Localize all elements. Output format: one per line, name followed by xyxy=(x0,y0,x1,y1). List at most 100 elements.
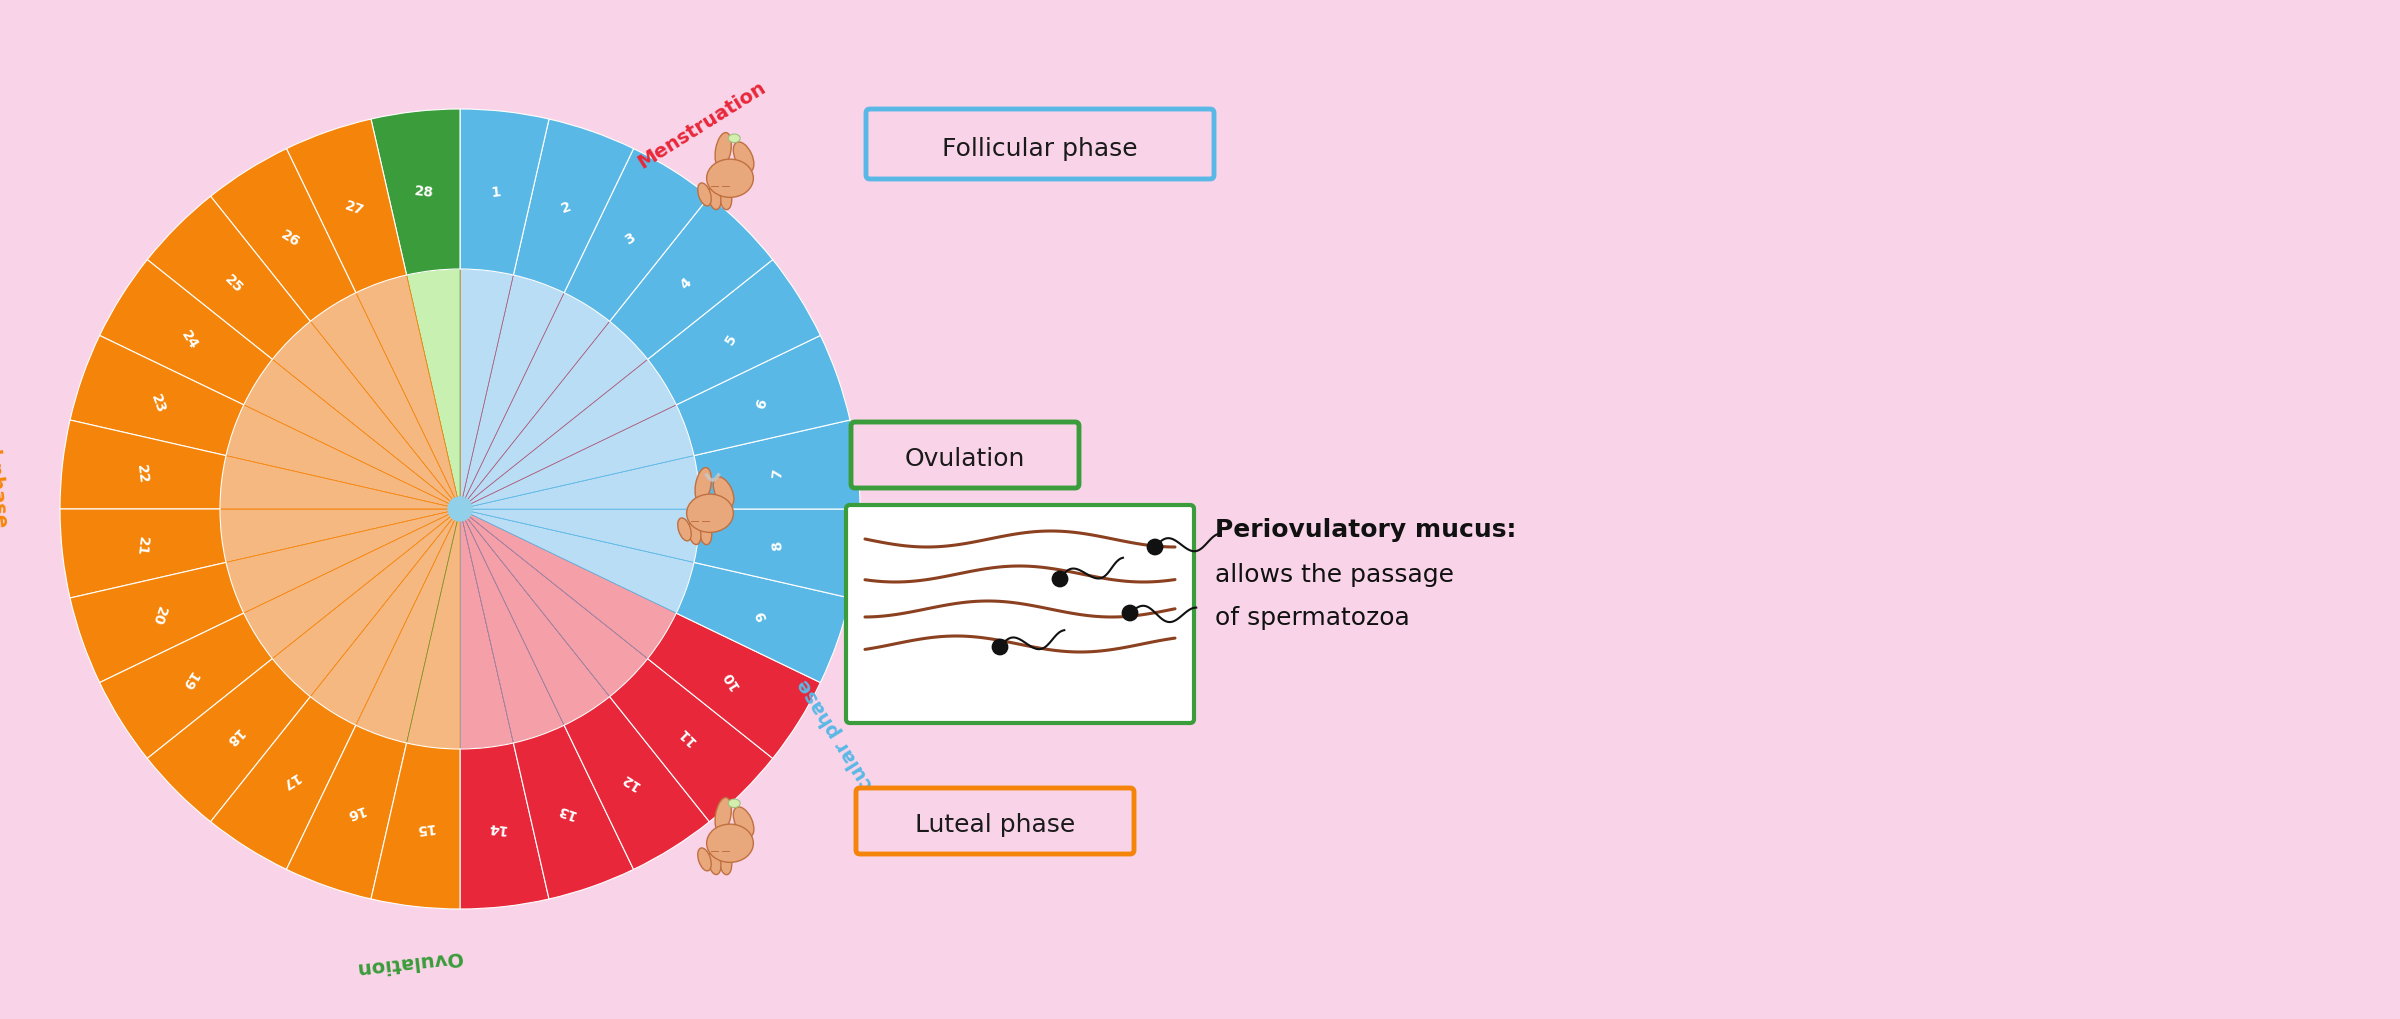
Wedge shape xyxy=(648,613,821,759)
Wedge shape xyxy=(461,406,694,510)
Wedge shape xyxy=(461,276,564,510)
Wedge shape xyxy=(461,510,701,562)
Text: 7: 7 xyxy=(770,468,785,479)
Wedge shape xyxy=(461,510,514,749)
Circle shape xyxy=(1147,540,1162,555)
Text: 6: 6 xyxy=(754,397,770,411)
Wedge shape xyxy=(461,322,648,510)
Ellipse shape xyxy=(715,133,732,169)
Ellipse shape xyxy=(677,519,691,541)
Text: 4: 4 xyxy=(677,275,694,291)
Text: 26: 26 xyxy=(278,227,302,250)
Wedge shape xyxy=(271,322,461,510)
Text: allows the passage: allows the passage xyxy=(1214,562,1454,586)
Wedge shape xyxy=(221,457,461,510)
Text: Ovulation: Ovulation xyxy=(905,446,1025,471)
Text: Ovulation: Ovulation xyxy=(355,946,463,976)
Text: 2: 2 xyxy=(559,200,574,216)
Wedge shape xyxy=(310,510,461,726)
Ellipse shape xyxy=(715,798,732,833)
Text: 16: 16 xyxy=(343,802,365,821)
Ellipse shape xyxy=(706,824,754,862)
Wedge shape xyxy=(146,659,310,822)
Ellipse shape xyxy=(706,160,754,198)
Wedge shape xyxy=(355,510,461,743)
Circle shape xyxy=(991,640,1008,655)
Ellipse shape xyxy=(701,522,713,545)
Text: 10: 10 xyxy=(720,667,742,692)
Circle shape xyxy=(449,497,473,522)
Wedge shape xyxy=(146,197,310,360)
Wedge shape xyxy=(514,120,634,293)
Wedge shape xyxy=(461,743,550,909)
Ellipse shape xyxy=(720,851,732,874)
Ellipse shape xyxy=(713,478,734,507)
Text: 13: 13 xyxy=(554,802,576,821)
Wedge shape xyxy=(60,510,226,598)
Wedge shape xyxy=(101,613,271,759)
Text: 23: 23 xyxy=(149,392,168,416)
Text: Follicular phase: Follicular phase xyxy=(794,675,902,832)
Text: 11: 11 xyxy=(674,723,698,747)
Wedge shape xyxy=(310,293,461,510)
Text: 5: 5 xyxy=(722,331,739,347)
Wedge shape xyxy=(271,510,461,697)
Ellipse shape xyxy=(696,468,710,503)
Ellipse shape xyxy=(698,183,710,207)
Wedge shape xyxy=(211,150,355,322)
Circle shape xyxy=(1123,605,1138,622)
Wedge shape xyxy=(226,406,461,510)
Text: Follicular phase: Follicular phase xyxy=(943,137,1138,161)
Ellipse shape xyxy=(686,494,734,533)
Text: 18: 18 xyxy=(221,723,245,747)
Wedge shape xyxy=(60,421,226,510)
Wedge shape xyxy=(677,336,850,457)
Ellipse shape xyxy=(689,522,701,545)
Wedge shape xyxy=(461,510,677,659)
Text: 9: 9 xyxy=(754,608,770,622)
Wedge shape xyxy=(694,510,859,598)
Wedge shape xyxy=(245,360,461,510)
Text: Periovulatory mucus:: Periovulatory mucus: xyxy=(1214,518,1517,541)
Wedge shape xyxy=(514,726,634,899)
Text: 15: 15 xyxy=(413,819,434,836)
Wedge shape xyxy=(70,562,245,683)
Wedge shape xyxy=(372,743,461,909)
Wedge shape xyxy=(461,270,514,510)
Wedge shape xyxy=(372,110,461,276)
FancyBboxPatch shape xyxy=(866,110,1214,179)
Text: Menstruation: Menstruation xyxy=(634,77,770,172)
FancyBboxPatch shape xyxy=(847,505,1195,723)
Ellipse shape xyxy=(708,186,720,210)
Wedge shape xyxy=(221,510,461,562)
Text: Luteal phase: Luteal phase xyxy=(0,386,10,528)
Circle shape xyxy=(1051,572,1068,587)
Wedge shape xyxy=(461,293,610,510)
Wedge shape xyxy=(564,150,710,322)
Text: 24: 24 xyxy=(178,327,199,352)
Ellipse shape xyxy=(734,807,754,838)
Wedge shape xyxy=(406,510,461,749)
Wedge shape xyxy=(461,510,610,726)
Text: 25: 25 xyxy=(221,272,245,296)
Wedge shape xyxy=(101,260,271,406)
Text: 27: 27 xyxy=(343,198,365,217)
Text: 21: 21 xyxy=(134,535,151,555)
Wedge shape xyxy=(70,336,245,457)
Ellipse shape xyxy=(698,848,710,871)
Text: of spermatozoa: of spermatozoa xyxy=(1214,605,1409,630)
Text: 14: 14 xyxy=(485,819,506,836)
Ellipse shape xyxy=(727,799,739,808)
Wedge shape xyxy=(461,360,677,510)
Text: 12: 12 xyxy=(619,769,643,792)
Wedge shape xyxy=(610,197,773,360)
Text: 20: 20 xyxy=(149,603,168,627)
FancyBboxPatch shape xyxy=(852,423,1080,488)
Wedge shape xyxy=(461,110,550,276)
Wedge shape xyxy=(406,270,461,510)
Wedge shape xyxy=(245,510,461,659)
Text: 19: 19 xyxy=(178,667,199,692)
FancyBboxPatch shape xyxy=(857,789,1135,854)
Text: 1: 1 xyxy=(490,184,502,200)
Wedge shape xyxy=(286,726,406,899)
